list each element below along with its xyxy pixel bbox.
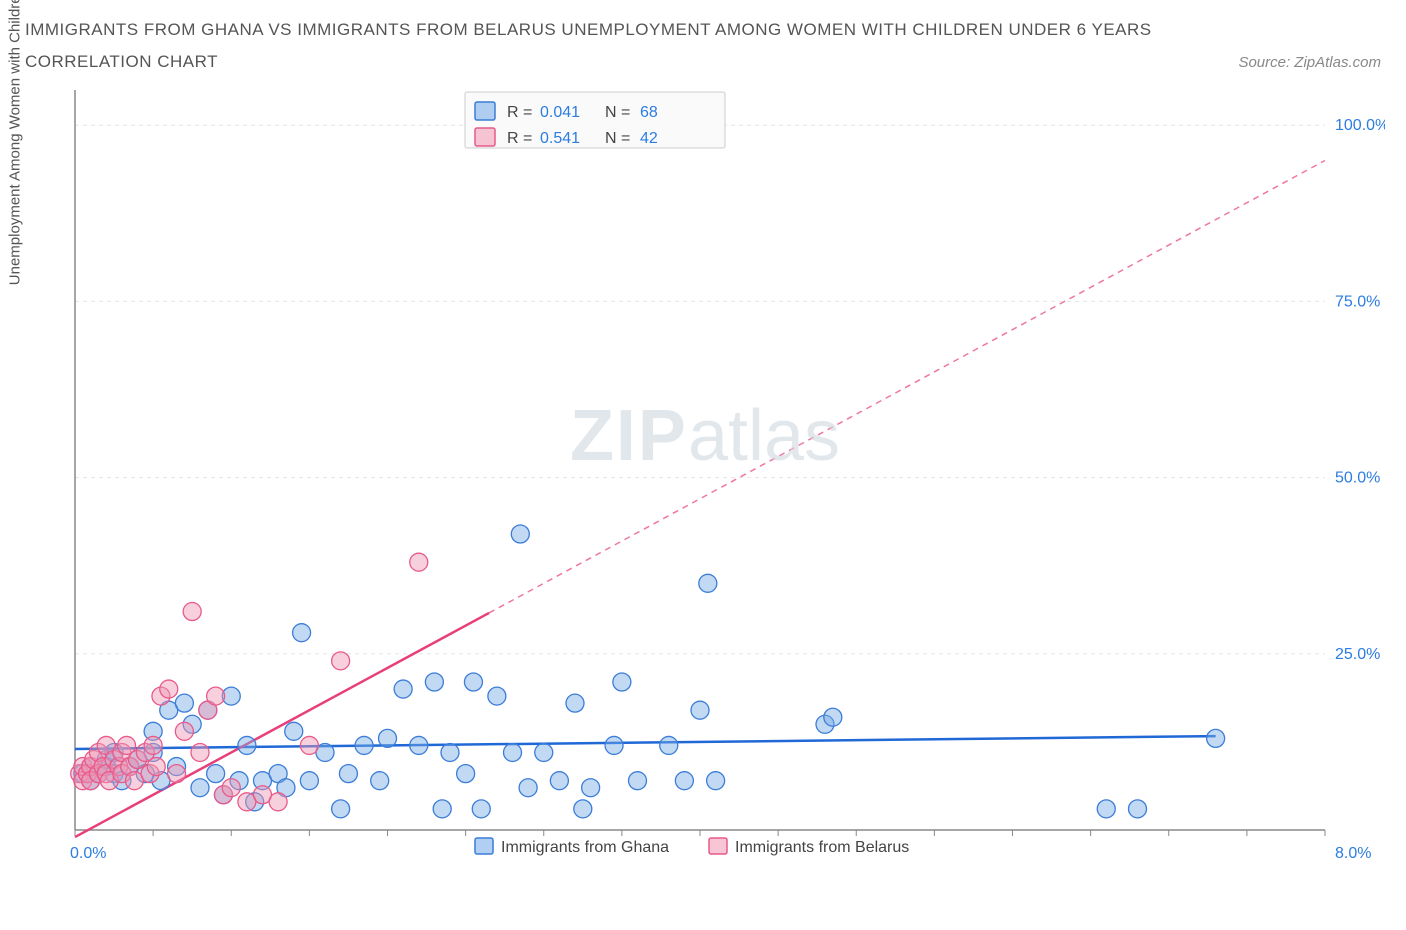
svg-text:R =: R = xyxy=(507,104,532,121)
svg-text:0.541: 0.541 xyxy=(540,130,580,147)
svg-text:N =: N = xyxy=(605,104,630,121)
source-label: Source: ZipAtlas.com xyxy=(1238,54,1381,71)
svg-text:68: 68 xyxy=(640,104,658,121)
svg-text:Immigrants from Ghana: Immigrants from Ghana xyxy=(501,839,669,856)
svg-text:42: 42 xyxy=(640,130,658,147)
svg-text:25.0%: 25.0% xyxy=(1335,646,1380,663)
svg-text:0.0%: 0.0% xyxy=(70,845,106,862)
svg-text:75.0%: 75.0% xyxy=(1335,293,1380,310)
svg-text:8.0%: 8.0% xyxy=(1335,845,1371,862)
correlation-chart: 25.0% 50.0% 75.0% 100.0% 0.0% 8.0% R = 0.041 N =… xyxy=(25,80,1385,870)
svg-text:0.041: 0.041 xyxy=(540,104,580,121)
subtitle-row: CORRELATION CHART Source: ZipAtlas.com xyxy=(25,52,1381,72)
svg-text:N =: N = xyxy=(605,130,630,147)
svg-text:100.0%: 100.0% xyxy=(1335,117,1385,134)
svg-text:R =: R = xyxy=(507,130,532,147)
chart-subtitle: CORRELATION CHART xyxy=(25,52,218,72)
page-title: IMMIGRANTS FROM GHANA VS IMMIGRANTS FROM… xyxy=(25,20,1381,40)
svg-text:Immigrants from Belarus: Immigrants from Belarus xyxy=(735,839,909,856)
svg-text:50.0%: 50.0% xyxy=(1335,470,1380,487)
chart-container: Unemployment Among Women with Children U… xyxy=(25,80,1385,870)
y-axis-label: Unemployment Among Women with Children U… xyxy=(7,0,24,285)
